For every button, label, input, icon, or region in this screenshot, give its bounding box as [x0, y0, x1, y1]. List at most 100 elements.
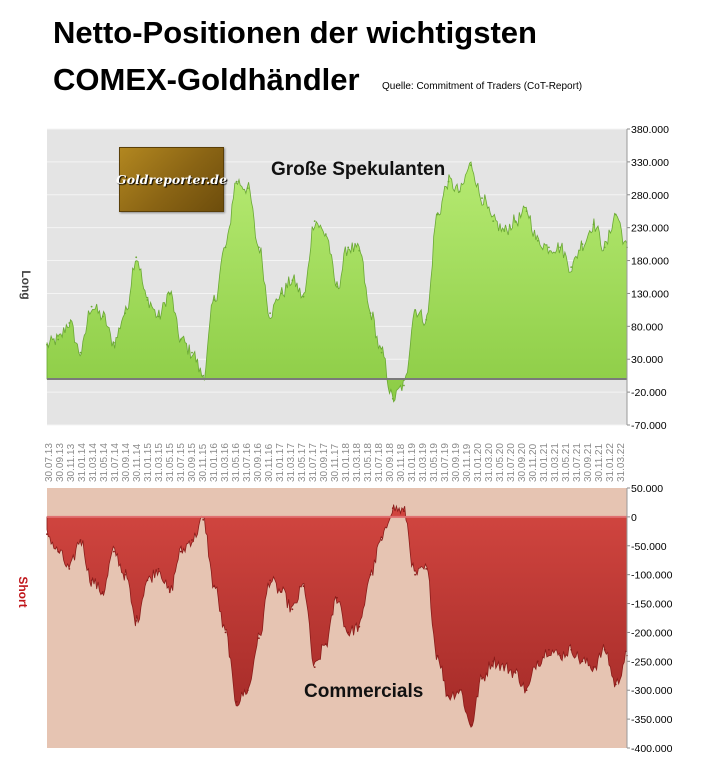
x-tick-label: 31.01.16: [209, 443, 220, 482]
data-point: [525, 210, 528, 213]
y-tick-label: -300.000: [631, 685, 673, 697]
x-tick-label: 30.09.19: [451, 443, 462, 482]
data-point: [135, 620, 138, 622]
x-tick-label: 31.03.21: [550, 443, 561, 482]
data-point: [481, 197, 483, 200]
data-point: [503, 230, 506, 232]
data-point: [280, 292, 283, 295]
x-tick-label: 31.01.21: [539, 443, 550, 482]
x-tick-label: 30.09.13: [55, 443, 66, 482]
data-point: [213, 299, 216, 301]
y-tick-label: -200.000: [631, 627, 673, 639]
data-point: [492, 220, 495, 223]
data-point: [514, 672, 517, 674]
x-tick-label: 31.03.16: [220, 443, 231, 482]
x-tick-label: 31.07.17: [308, 443, 319, 482]
x-tick-label: 30.11.18: [396, 443, 407, 482]
annotation-large-speculators: Große Spekulanten: [271, 159, 445, 180]
y-tick-label: 0: [631, 512, 637, 524]
x-tick-label: 30.11.19: [462, 443, 473, 482]
x-axis: 30.07.13 30.09.13 30.11.13 31.01.14 31.03.14…: [44, 443, 627, 482]
data-point: [570, 648, 573, 651]
x-tick-label: 31.05.14: [99, 443, 110, 482]
data-point: [559, 654, 561, 657]
source-note: Quelle: Commitment of Traders (CoT-Repor…: [382, 81, 583, 92]
x-tick-label: 31.07.14: [110, 443, 121, 482]
data-point: [79, 351, 82, 354]
x-tick-label: 31.03.15: [154, 443, 165, 482]
data-point: [358, 625, 361, 628]
y-tick-label: -50.000: [631, 541, 667, 553]
data-point: [324, 643, 327, 645]
data-point: [157, 315, 160, 318]
chart-title-line1: Netto-Positionen der wichtigsten: [53, 15, 537, 50]
data-point: [246, 187, 249, 190]
x-tick-label: 31.05.16: [231, 443, 242, 482]
x-tick-label: 31.01.14: [77, 443, 88, 482]
data-point: [101, 315, 104, 318]
data-point: [202, 374, 205, 377]
data-point: [235, 700, 238, 703]
data-point: [481, 677, 483, 680]
data-point: [191, 539, 193, 541]
data-point: [258, 246, 260, 249]
y-tick-label: 50.000: [631, 483, 663, 495]
data-point: [458, 689, 461, 692]
x-tick-label: 31.05.19: [429, 443, 440, 482]
y-label-short: Short: [16, 576, 30, 607]
data-point: [157, 568, 160, 570]
data-point: [124, 312, 126, 315]
lower-series: [46, 504, 628, 728]
y-tick-label: -350.000: [631, 714, 673, 726]
data-point: [313, 666, 316, 668]
data-point: [458, 190, 461, 193]
chart-title-line2: COMEX-Goldhändler: [53, 62, 360, 97]
data-point: [246, 689, 249, 692]
data-point: [168, 292, 171, 295]
y-tick-label: 230.000: [631, 223, 669, 235]
x-tick-label: 30.09.15: [187, 443, 198, 482]
x-tick-label: 30.11.14: [132, 443, 143, 482]
data-point: [358, 249, 361, 252]
data-point: [90, 305, 93, 308]
x-tick-label: 31.03.22: [616, 443, 627, 482]
data-point: [380, 351, 383, 354]
x-tick-label: 31.07.16: [242, 443, 253, 482]
data-point: [436, 654, 439, 657]
data-point: [46, 343, 48, 346]
data-point: [113, 341, 115, 344]
data-point: [503, 666, 506, 668]
data-point: [347, 631, 350, 634]
y-tick-label: 30.000: [631, 354, 663, 366]
y-tick-label: -150.000: [631, 599, 673, 611]
x-tick-label: 30.07.13: [44, 443, 55, 482]
y-tick-label: 280.000: [631, 190, 669, 202]
x-tick-label: 31.07.21: [572, 443, 583, 482]
y-tick-label: 80.000: [631, 321, 663, 333]
data-point: [403, 384, 405, 387]
data-point: [57, 338, 60, 341]
data-point: [347, 246, 350, 249]
x-tick-label: 31.01.15: [143, 443, 154, 482]
annotation-commercials: Commercials: [304, 681, 423, 702]
data-point: [202, 518, 205, 521]
data-point: [113, 550, 115, 553]
y-tick-label: 180.000: [631, 256, 669, 268]
data-point: [403, 510, 405, 512]
data-point: [369, 573, 372, 576]
data-point: [369, 312, 372, 315]
data-point: [224, 631, 227, 634]
x-tick-label: 31.03.14: [88, 443, 99, 482]
data-point: [469, 164, 472, 167]
y-label-long: Long: [19, 270, 33, 299]
data-point: [68, 568, 71, 570]
x-tick-label: 31.05.17: [297, 443, 308, 482]
data-point: [146, 579, 149, 582]
x-tick-label: 30.11.17: [330, 443, 341, 482]
data-point: [90, 579, 93, 582]
data-point: [425, 568, 428, 570]
data-point: [492, 660, 495, 663]
y-tick-label: 330.000: [631, 157, 669, 169]
data-point: [581, 243, 584, 246]
